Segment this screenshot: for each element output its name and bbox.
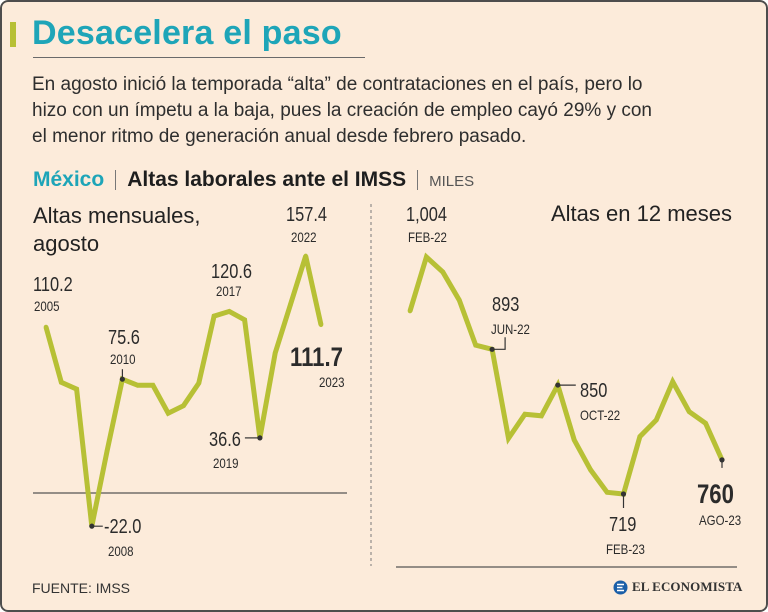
subtitle-country: México: [33, 168, 105, 191]
annotation-value-label: 120.6: [211, 259, 252, 282]
data-point: [196, 380, 202, 386]
annotation-marker: [489, 346, 495, 352]
subtitle-unit: MILES: [429, 173, 475, 190]
annotation-leader: [492, 337, 506, 350]
data-point: [303, 253, 309, 259]
data-point: [539, 413, 544, 419]
data-point: [181, 403, 186, 408]
data-point: [288, 302, 293, 308]
data-point: [473, 342, 478, 348]
annotation-value-label: 111.7: [290, 343, 343, 373]
annotation-date-label: FEB-23: [606, 541, 645, 557]
annotation-date-label: 2019: [213, 455, 239, 471]
intro-line: el menor ritmo de generación anual desde…: [32, 126, 527, 147]
annotation-value-label: 157.4: [286, 202, 327, 225]
data-point: [571, 437, 577, 443]
brand-logo: EL ECONOMISTA: [613, 578, 743, 596]
chart-title-line: Altas mensuales,: [33, 203, 201, 228]
subtitle-metric: Altas laborales ante el IMSS: [127, 168, 407, 191]
annotation-value-label: 1,004: [406, 202, 447, 225]
data-point: [424, 254, 429, 260]
annotation-marker: [257, 435, 263, 441]
data-point: [637, 434, 643, 439]
data-point: [522, 411, 528, 417]
annotation-value-label: 75.6: [108, 325, 140, 348]
annotation-value-label: 36.6: [209, 427, 241, 450]
annotation-marker: [119, 376, 125, 382]
data-point: [456, 297, 462, 303]
title-accent-bar: [10, 22, 16, 47]
source-note: FUENTE: IMSS: [32, 580, 131, 596]
intro-line: hizo con un ímpetu a la baja, pues la cr…: [32, 100, 652, 121]
annotation-value-label: 850: [580, 378, 607, 401]
data-point: [506, 435, 511, 441]
series-line: [43, 255, 324, 527]
annotation-date-label: AGO-23: [699, 512, 741, 528]
annotation-value-label: -22.0: [104, 514, 141, 537]
annotation-date-label: 2008: [108, 543, 134, 559]
data-point: [165, 410, 171, 416]
data-point: [211, 313, 217, 319]
intro-line: En agosto inició la temporada “alta” de …: [32, 74, 643, 95]
subtitle-separator: [115, 170, 117, 190]
intro-paragraph: En agosto inició la temporada “alta” de …: [32, 72, 652, 150]
title-underline: [33, 57, 365, 58]
annotation-value-label: 110.2: [33, 272, 73, 295]
series-line: [407, 252, 725, 497]
annotation-marker: [620, 491, 627, 497]
annotation-date-label: JUN-22: [491, 321, 530, 337]
data-point: [43, 324, 49, 330]
annotation-value-label: 719: [609, 512, 636, 535]
monthly-altas-chart: Altas mensuales, agosto 110.2 2005 -22.0 20…: [33, 202, 347, 559]
data-point: [318, 322, 324, 328]
data-point: [227, 309, 232, 314]
data-point: [242, 317, 247, 323]
annotation-date-label: 2017: [216, 283, 242, 299]
annotation-value-label: 760: [697, 480, 734, 510]
data-point: [104, 448, 110, 454]
annotation-date-label: 2023: [319, 374, 345, 390]
el-economista-logo-icon: [613, 580, 628, 594]
brand-name: EL ECONOMISTA: [632, 579, 743, 594]
annotation-value-label: 893: [492, 292, 519, 315]
data-point: [686, 409, 692, 414]
data-point: [440, 269, 446, 275]
data-point: [135, 383, 140, 388]
data-point: [654, 417, 659, 423]
data-point: [272, 350, 278, 356]
annotation-marker: [555, 382, 561, 388]
data-point: [150, 383, 156, 388]
annotation-marker: [719, 457, 725, 463]
data-point: [58, 380, 64, 385]
data-point: [407, 308, 413, 314]
subtitle-separator: [417, 170, 419, 190]
annotation-date-label: 2010: [110, 351, 136, 367]
annotation-date-label: OCT-22: [580, 407, 620, 423]
data-point: [703, 421, 708, 426]
annotation-marker: [89, 523, 95, 529]
chart-title-line: agosto: [33, 231, 99, 256]
data-point: [604, 490, 610, 495]
data-point: [588, 467, 593, 473]
page-title: Desacelera el paso: [32, 14, 342, 52]
annual-altas-marks: 1,004 FEB-22 893 JUN-22 850 OCT-22 719 FEB-23 76…: [406, 202, 741, 557]
chart-subtitle: México Altas laborales ante el IMSS MILE…: [33, 168, 474, 192]
data-point: [74, 386, 79, 392]
annotation-date-label: FEB-22: [408, 229, 447, 245]
annotation-date-label: 2022: [291, 229, 317, 245]
annotation-date-label: 2005: [34, 298, 60, 314]
data-point: [670, 379, 676, 385]
annual-altas-chart: Altas en 12 meses 1,004 FEB-22 893 JUN-22 85…: [396, 201, 741, 568]
chart-title-line: Altas en 12 meses: [551, 201, 732, 226]
